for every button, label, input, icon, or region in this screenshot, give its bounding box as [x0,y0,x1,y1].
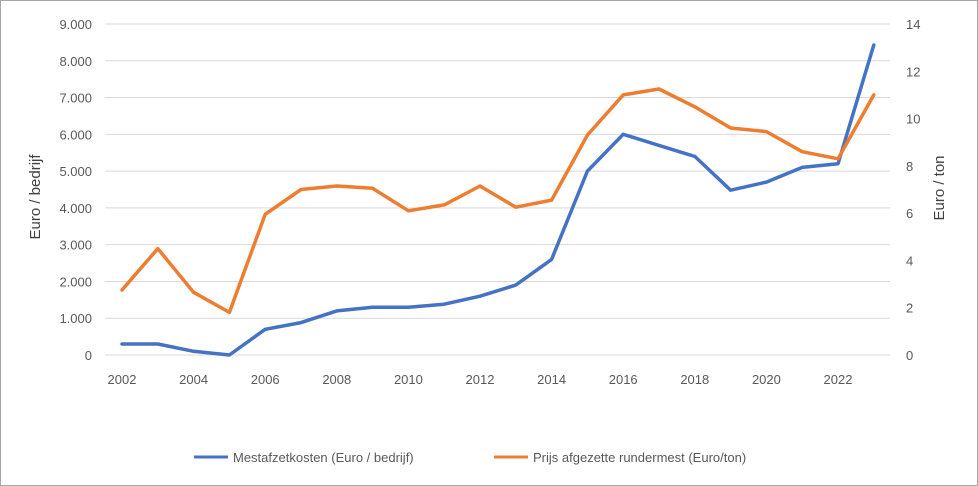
right-axis-title: Euro / ton [931,155,948,220]
x-tick-label-2004: 2004 [179,372,208,387]
legend: Mestafzetkosten (Euro / bedrijf) Prijs a… [194,450,746,465]
right-tick-label-8: 8 [906,159,913,174]
right-tick-label-6: 6 [906,206,913,221]
legend-label-prijs-rundermest: Prijs afgezette rundermest (Euro/ton) [533,450,746,465]
left-tick-label-6-000: 6.000 [59,127,92,142]
x-axis-ticks: 2002 2004 2006 2008 2010 2012 2014 2016 2018 2020… [108,372,853,387]
left-tick-label-1-000: 1.000 [59,311,92,326]
series-line-mestafzetkosten-euro [120,43,876,357]
series-line-prijs-afgezette [120,87,876,315]
left-axis-title: Euro / bedrijf [27,154,44,240]
legend-label-mestafzetkosten: Mestafzetkosten (Euro / bedrijf) [233,450,414,465]
series-lines [120,43,876,357]
left-axis-ticks: 0 1.000 2.000 3.000 4.000 5.000 6.000 7.000 8.00… [59,17,92,363]
x-tick-label-2016: 2016 [609,372,638,387]
x-tick-label-2010: 2010 [394,372,423,387]
left-tick-label-4-000: 4.000 [59,201,92,216]
left-tick-label-5-000: 5.000 [59,164,92,179]
left-tick-label-0: 0 [85,348,92,363]
x-tick-label-2022: 2022 [824,372,853,387]
right-tick-label-10: 10 [906,112,920,127]
right-tick-label-14: 14 [906,17,920,32]
right-tick-label-2: 2 [906,301,913,316]
left-tick-label-3-000: 3.000 [59,238,92,253]
right-tick-label-4: 4 [906,253,913,268]
left-tick-label-2-000: 2.000 [59,274,92,289]
x-tick-label-2008: 2008 [322,372,351,387]
left-tick-label-8-000: 8.000 [59,54,92,69]
gridlines [105,23,890,356]
right-tick-label-12: 12 [906,64,920,79]
x-tick-label-2014: 2014 [537,372,566,387]
x-tick-label-2002: 2002 [108,372,137,387]
left-tick-label-7-000: 7.000 [59,91,92,106]
x-tick-label-2012: 2012 [466,372,495,387]
x-tick-label-2020: 2020 [752,372,781,387]
x-tick-label-2018: 2018 [680,372,709,387]
right-axis-ticks: 0 2 4 6 8 10 12 14 [906,17,920,363]
x-tick-label-2006: 2006 [251,372,280,387]
right-tick-label-0: 0 [906,348,913,363]
left-tick-label-9-000: 9.000 [59,17,92,32]
